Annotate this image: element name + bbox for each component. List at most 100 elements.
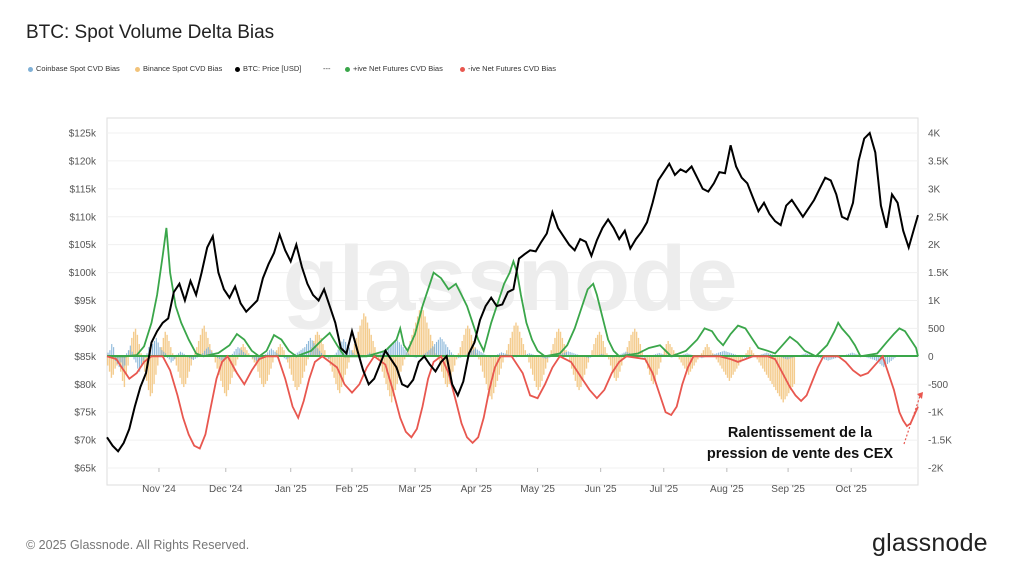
binance-bar: [706, 344, 708, 357]
coinbase-bar: [719, 352, 722, 357]
coinbase-bar: [120, 356, 122, 363]
binance-bar: [483, 356, 486, 378]
binance-bar: [745, 353, 747, 357]
binance-bar: [652, 356, 655, 384]
coinbase-bar: [886, 356, 889, 365]
binance-bar: [171, 353, 174, 357]
coinbase-bar: [350, 350, 352, 357]
y-left-tick-label: $110k: [69, 212, 97, 223]
y-right-tick-label: 4K: [928, 129, 941, 140]
binance-bar: [372, 340, 374, 357]
binance-bar: [559, 331, 562, 357]
coinbase-bar: [276, 353, 278, 357]
coinbase-bar: [311, 340, 313, 357]
coinbase-bar: [766, 352, 768, 357]
coinbase-bar: [439, 337, 441, 357]
binance-bar: [403, 356, 406, 360]
binance-bar: [778, 356, 781, 397]
neg-futures-line: [106, 354, 919, 450]
coinbase-bar: [317, 348, 319, 357]
coinbase-bar: [192, 356, 194, 361]
coinbase-bar: [569, 352, 571, 357]
binance-bar: [157, 356, 159, 366]
binance-bar: [539, 356, 541, 388]
binance-bar: [119, 356, 122, 372]
binance-bar: [186, 356, 189, 378]
coinbase-bar: [565, 352, 567, 357]
binance-bar: [524, 350, 526, 357]
binance-bar: [177, 356, 179, 372]
binance-bar: [125, 356, 127, 375]
binance-bar: [134, 328, 137, 357]
coinbase-bar: [588, 356, 590, 359]
coinbase-bar: [543, 356, 545, 359]
binance-bar: [248, 353, 250, 357]
binance-bar: [485, 356, 487, 384]
coinbase-bar: [204, 350, 206, 357]
binance-bar: [364, 316, 367, 357]
coinbase-bar: [252, 356, 254, 359]
coinbase-bar: [300, 349, 302, 357]
binance-bar: [151, 356, 153, 394]
coinbase-bar: [783, 356, 785, 359]
coinbase-bar: [545, 356, 547, 359]
binance-bar: [400, 356, 402, 372]
legend-item-coinbase[interactable]: Coinbase Spot CVD Bias: [28, 64, 120, 73]
legend-item-pos-futures[interactable]: +ive Net Futures CVD Bias: [345, 64, 443, 73]
binance-bar: [793, 356, 796, 384]
watermark: glassnode: [282, 228, 737, 330]
binance-bar: [301, 356, 304, 378]
legend-item-dash[interactable]: ---: [323, 64, 331, 73]
binance-bar: [184, 356, 187, 384]
binance-bar: [366, 322, 369, 357]
binance-bar: [602, 340, 604, 357]
y-right-tick-label: -1.5K: [928, 436, 952, 447]
binance-bar: [765, 356, 768, 375]
coinbase-bar: [352, 352, 354, 357]
binance-bar: [407, 347, 410, 357]
y-right-tick-label: -2K: [928, 464, 944, 475]
binance-bar: [654, 356, 656, 381]
coinbase-bar: [131, 351, 133, 357]
binance-bar: [266, 356, 269, 381]
coinbase-bar: [369, 352, 371, 357]
annotation-line1: Ralentissement de la: [728, 425, 873, 441]
binance-bar: [353, 344, 356, 357]
binance-bar: [183, 356, 185, 388]
legend-label: -ive Net Futures CVD Bias: [468, 64, 556, 73]
binance-bar: [615, 356, 617, 381]
binance-bar: [454, 356, 456, 366]
binance-bar: [236, 356, 239, 360]
coinbase-bar: [729, 352, 731, 357]
binance-bar: [739, 356, 742, 363]
coinbase-bar: [658, 352, 660, 357]
coinbase-bar: [469, 352, 471, 357]
coinbase-bar: [430, 348, 432, 357]
binance-bar: [287, 356, 289, 363]
coinbase-bar: [873, 356, 876, 361]
binance-bar: [214, 356, 217, 363]
coinbase-bar: [402, 347, 404, 357]
coinbase-bar: [447, 347, 449, 357]
coinbase-bar: [337, 349, 339, 357]
coinbase-bar: [476, 349, 478, 357]
coinbase-bar: [285, 356, 287, 360]
legend-item-price[interactable]: BTC: Price [USD]: [235, 64, 301, 73]
y-right-tick-label: 500: [928, 324, 945, 335]
coinbase-bar: [788, 356, 790, 359]
binance-bar: [569, 356, 571, 363]
binance-bar: [726, 356, 729, 378]
legend-item-neg-futures[interactable]: -ive Net Futures CVD Bias: [460, 64, 556, 73]
coinbase-bar: [172, 356, 174, 361]
binance-bar: [639, 344, 642, 357]
binance-bar: [197, 340, 200, 357]
coinbase-bar: [140, 356, 143, 366]
coinbase-bar: [298, 351, 300, 357]
binance-bar: [131, 337, 133, 357]
coinbase-bar: [885, 356, 887, 366]
binance-bar: [268, 356, 270, 375]
coinbase-bar: [170, 356, 172, 363]
coinbase-bar: [768, 353, 770, 357]
legend-item-binance[interactable]: Binance Spot CVD Bias: [135, 64, 222, 73]
binance-bar: [344, 356, 346, 375]
